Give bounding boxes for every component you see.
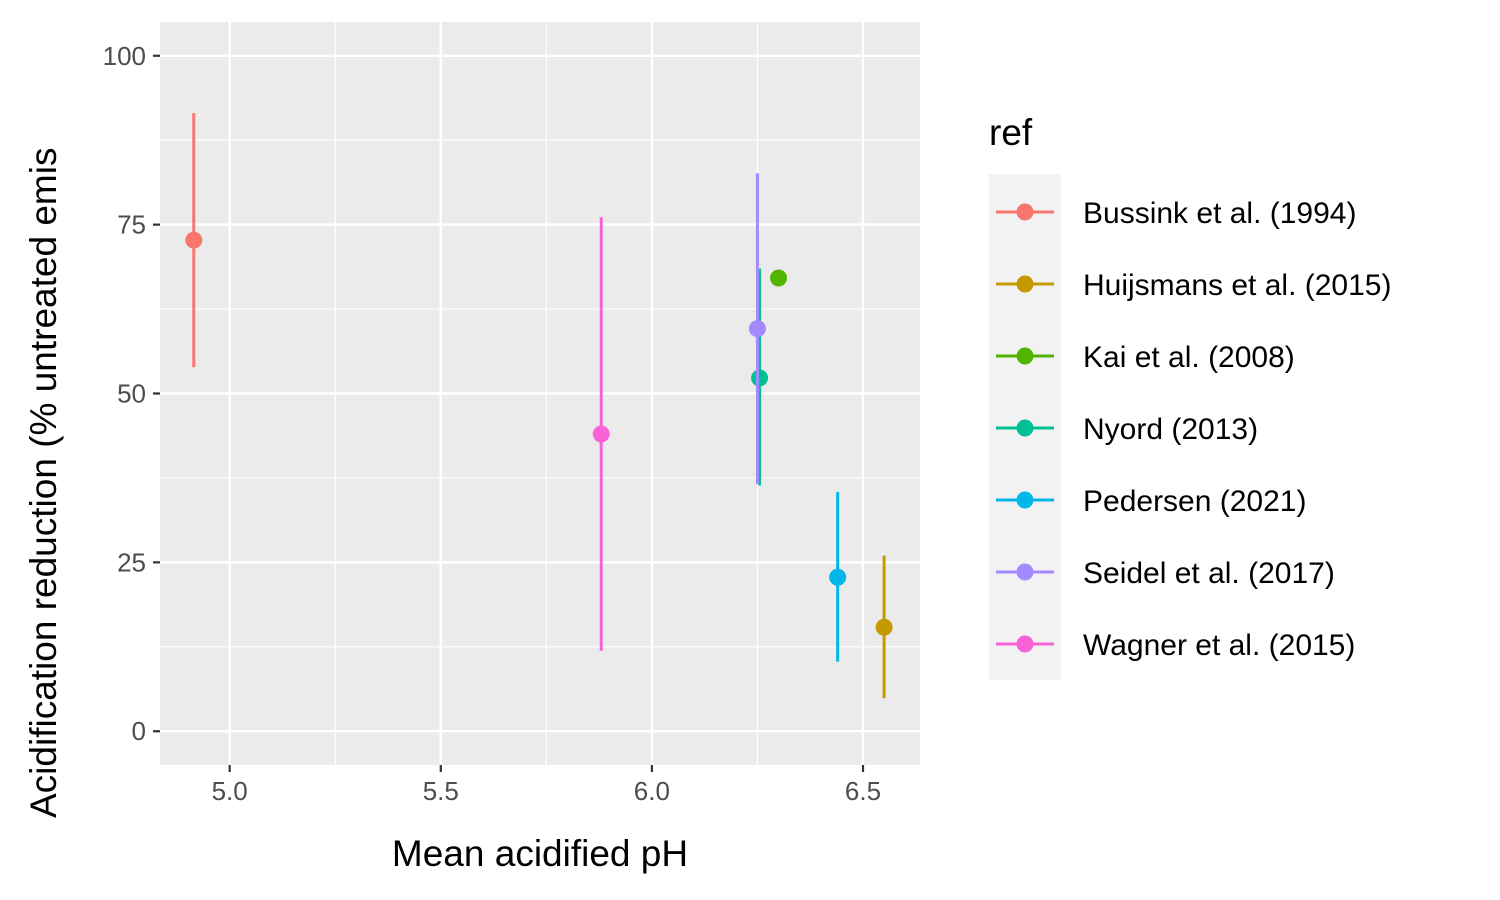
x-axis-title: Mean acidified pH	[392, 833, 688, 874]
y-tick-label: 100	[103, 41, 146, 71]
legend-key-point	[1016, 563, 1034, 581]
legend-key-point	[1016, 275, 1034, 293]
legend-label: Pedersen (2021)	[1083, 485, 1306, 518]
y-tick-label: 75	[117, 210, 146, 240]
data-point	[829, 568, 847, 586]
legend-key-point	[1016, 203, 1034, 221]
legend-title: ref	[989, 112, 1033, 153]
axes: 5.0 5.5 6.0 6.5 0 25 50 75 100	[103, 41, 881, 806]
y-tick-label: 25	[117, 547, 146, 577]
legend-key-point	[1016, 635, 1034, 653]
data-point	[748, 320, 766, 338]
data-marks	[185, 113, 893, 699]
y-tick-label: 0	[132, 716, 146, 746]
x-tick-label: 5.0	[212, 776, 248, 806]
legend: ref Bussink et al. (1994) Huijsmans et al…	[989, 112, 1391, 680]
legend-label: Huijsmans et al. (2015)	[1083, 269, 1391, 302]
y-axis-title: Acidification reduction (% untreated emi…	[23, 148, 64, 818]
legend-key-point	[1016, 419, 1034, 437]
data-point	[592, 425, 610, 443]
data-point	[875, 618, 893, 636]
legend-label: Bussink et al. (1994)	[1083, 197, 1356, 230]
legend-key-point	[1016, 491, 1034, 509]
legend-label: Seidel et al. (2017)	[1083, 557, 1335, 590]
grid-major	[160, 22, 920, 765]
legend-label: Wagner et al. (2015)	[1083, 629, 1355, 662]
x-tick-label: 6.0	[634, 776, 670, 806]
legend-label: Nyord (2013)	[1083, 413, 1258, 446]
data-point	[751, 369, 769, 387]
x-tick-label: 6.5	[845, 776, 881, 806]
legend-key-point	[1016, 347, 1034, 365]
data-point	[185, 231, 203, 249]
legend-label: Kai et al. (2008)	[1083, 341, 1295, 374]
y-tick-label: 50	[117, 379, 146, 409]
x-tick-label: 5.5	[423, 776, 459, 806]
data-point	[770, 269, 788, 287]
